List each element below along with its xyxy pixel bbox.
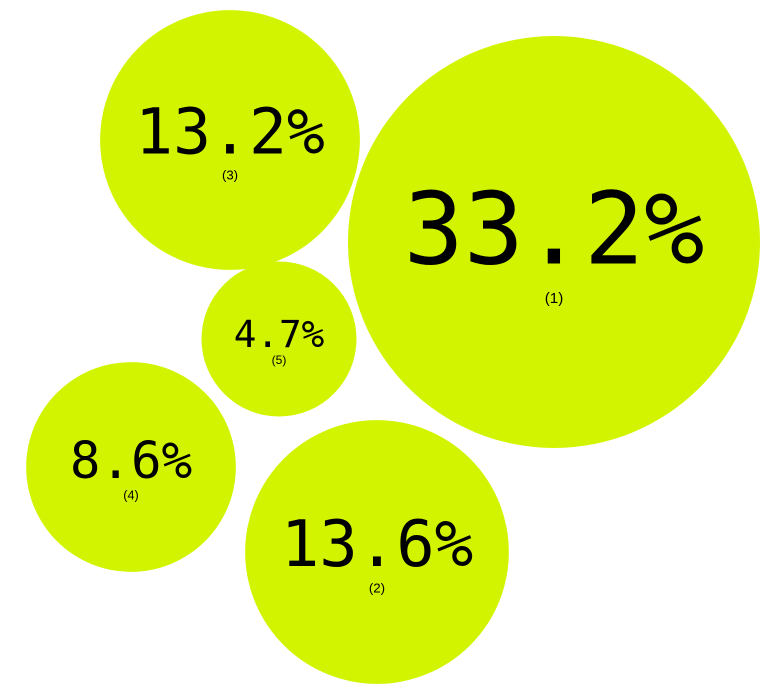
bubble-5-value: 4.7% [234,312,325,356]
bubble-2-circle [245,420,509,684]
bubble-4: 8.6%(4) [26,362,236,572]
bubble-5-label: (5) [272,353,287,367]
bubble-1-label: (1) [545,290,564,307]
bubble-4-label: (4) [123,489,138,503]
bubble-5: 4.7%(5) [201,261,357,417]
bubble-2-label: (2) [369,580,385,595]
bubble-1-value: 33.2% [404,171,705,288]
bubble-3-circle [100,10,360,270]
bubble-2: 13.6%(2) [245,420,509,684]
bubble-2-value: 13.6% [281,508,473,582]
bubble-1-circle [348,36,760,448]
bubble-5-circle [201,261,357,417]
bubble-3: 13.2%(3) [100,10,360,270]
bubble-1: 33.2% (1) [348,36,760,448]
bubble-3-value: 13.2% [135,96,325,169]
bubble-4-value: 8.6% [70,431,192,490]
bubble-4-circle [26,362,236,572]
bubble-3-label: (3) [222,168,238,183]
